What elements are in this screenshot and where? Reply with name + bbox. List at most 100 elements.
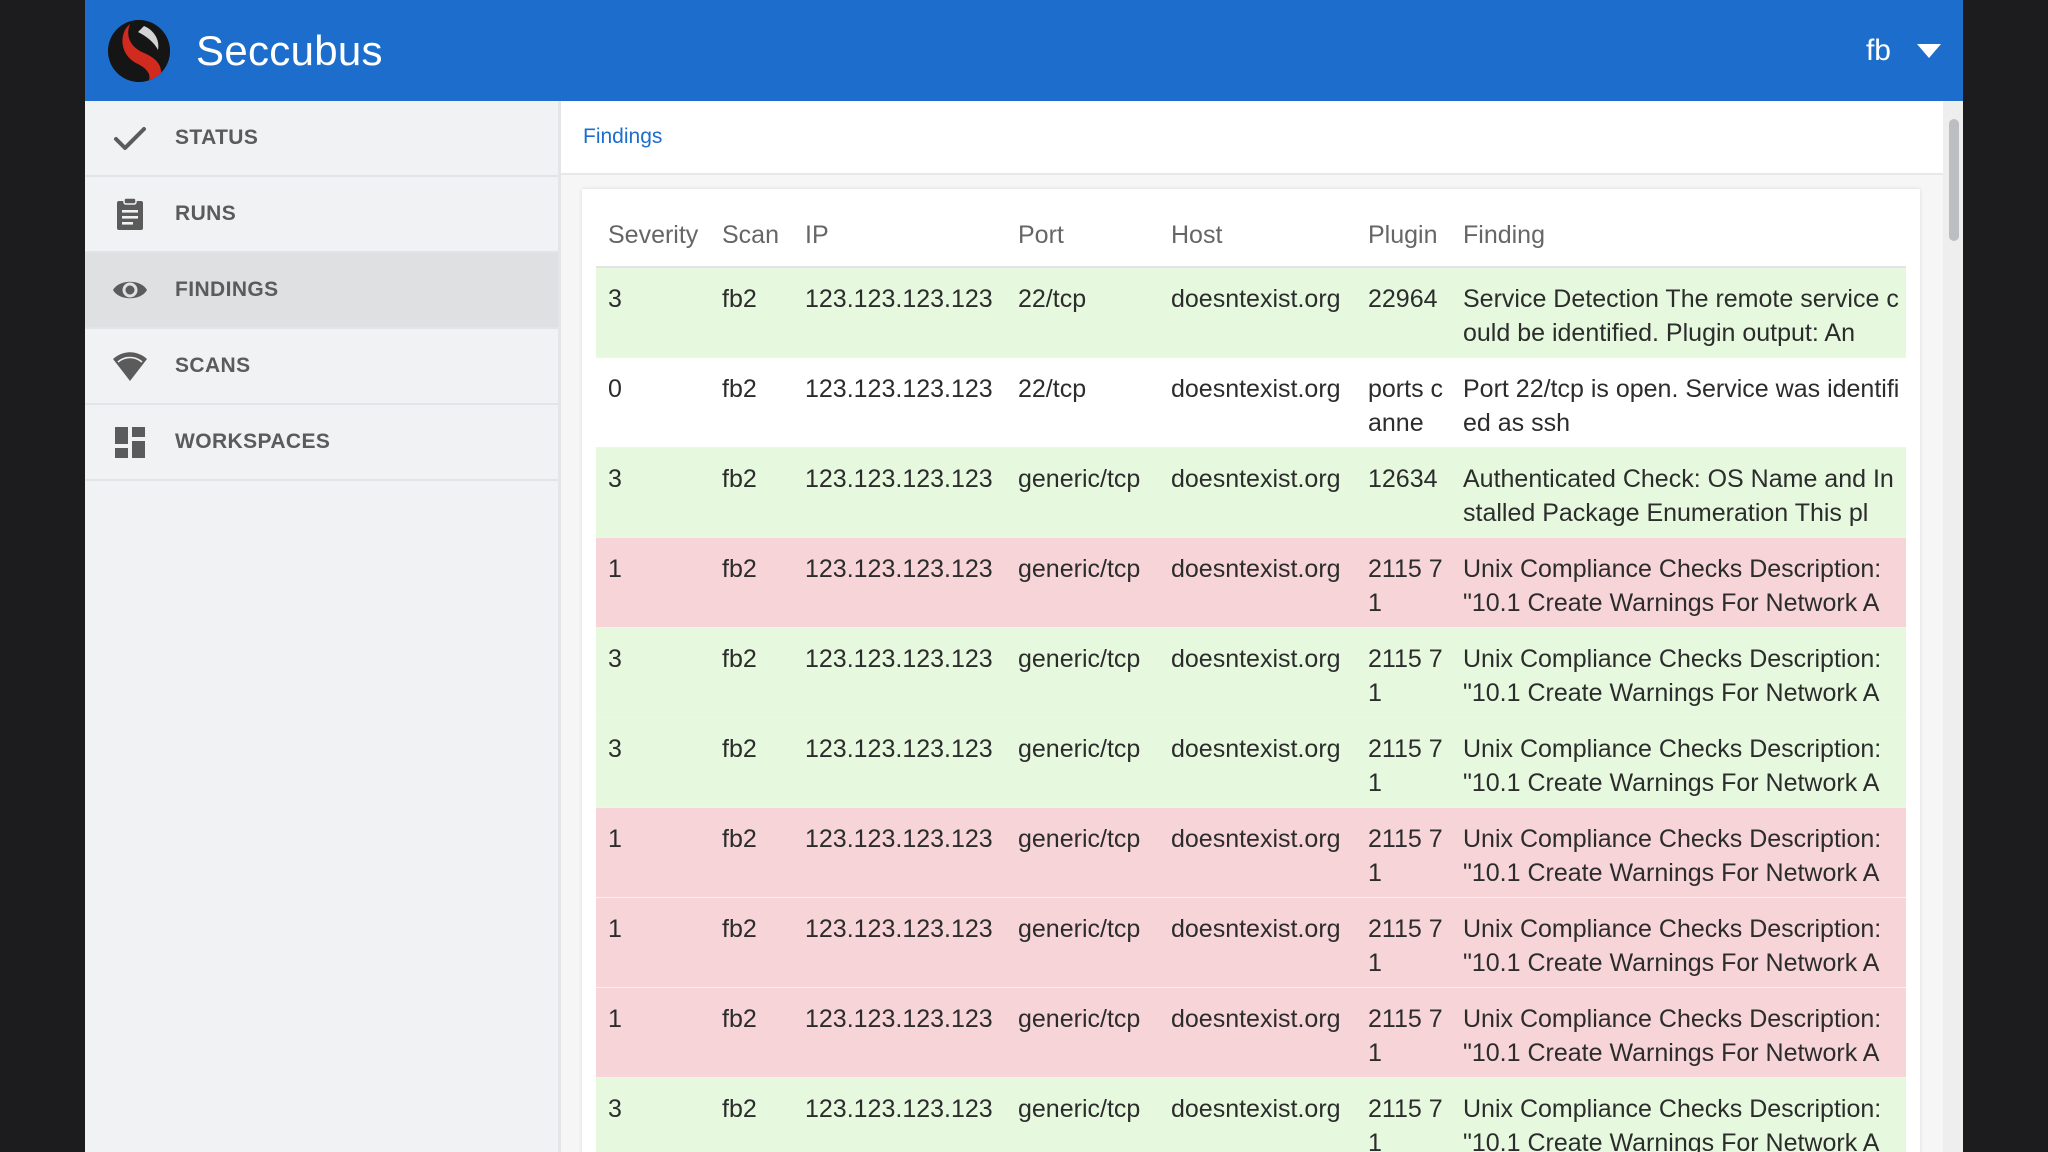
breadcrumb-findings-link[interactable]: Findings <box>583 125 663 148</box>
cell-ip: 123.123.123.123 <box>805 375 993 403</box>
sidebar-item-label: FINDINGS <box>175 278 279 301</box>
cell-plugin: 2115 7 1 <box>1368 825 1443 887</box>
cell-severity: 3 <box>608 285 622 313</box>
table-row[interactable]: 3 fb2 123.123.123.123 22/tcp doesntexist.org… <box>596 268 1906 357</box>
table-row[interactable]: 3 fb2 123.123.123.123 generic/tcp doesntexis… <box>596 627 1906 717</box>
cell-scan: fb2 <box>722 825 757 853</box>
cell-plugin: 22964 <box>1368 285 1438 313</box>
cell-ip: 123.123.123.123 <box>805 645 993 673</box>
table-row[interactable]: 3 fb2 123.123.123.123 generic/tcp doesntexis… <box>596 1077 1906 1152</box>
cell-finding: Unix Compliance Checks Description: "10.… <box>1463 1005 1882 1067</box>
cell-plugin: 2115 7 1 <box>1368 555 1443 617</box>
cell-ip: 123.123.123.123 <box>805 825 993 853</box>
cell-finding: Unix Compliance Checks Description: "10.… <box>1463 735 1882 797</box>
user-name: fb <box>1865 34 1891 67</box>
table-row[interactable]: 1 fb2 123.123.123.123 generic/tcp doesntexis… <box>596 897 1906 987</box>
sidebar-item-workspaces[interactable]: WORKSPACES <box>85 405 558 481</box>
scrollbar-thumb[interactable] <box>1949 119 1959 241</box>
header-ip[interactable]: IP <box>805 221 829 249</box>
cell-ip: 123.123.123.123 <box>805 1005 993 1033</box>
sidebar-item-scans[interactable]: SCANS <box>85 329 558 405</box>
table-row[interactable]: 0 fb2 123.123.123.123 22/tcp doesntexist.org… <box>596 357 1906 447</box>
sidebar: STATUS RUNS FINDINGS <box>85 101 561 1152</box>
cell-host: doesntexist.org <box>1171 465 1341 493</box>
cell-plugin: ports canne <box>1368 375 1444 437</box>
cell-severity: 1 <box>608 555 622 583</box>
dashboard-icon <box>115 427 145 458</box>
header-scan[interactable]: Scan <box>722 221 779 249</box>
sidebar-item-label: STATUS <box>175 126 259 149</box>
header-plugin[interactable]: Plugin <box>1368 221 1438 249</box>
cell-scan: fb2 <box>722 285 757 313</box>
header-severity[interactable]: Severity <box>608 221 699 249</box>
table-header-row: Severity Scan IP Port Host Plugin Findin… <box>596 199 1906 268</box>
sidebar-item-runs[interactable]: RUNS <box>85 177 558 253</box>
cell-scan: fb2 <box>722 915 757 943</box>
cell-severity: 3 <box>608 465 622 493</box>
cell-host: doesntexist.org <box>1171 1095 1341 1123</box>
cell-plugin: 2115 7 1 <box>1368 1005 1443 1067</box>
app-window: Seccubus fb STATUS RUNS <box>85 0 1963 1152</box>
wifi-icon <box>113 352 147 381</box>
cell-host: doesntexist.org <box>1171 375 1341 403</box>
cell-port: generic/tcp <box>1018 825 1141 853</box>
scrollbar[interactable] <box>1943 101 1963 1152</box>
eye-icon <box>113 281 147 299</box>
cell-ip: 123.123.123.123 <box>805 465 993 493</box>
cell-plugin: 2115 7 1 <box>1368 735 1443 797</box>
findings-card: Severity Scan IP Port Host Plugin Findin… <box>582 189 1920 1152</box>
cell-finding: Service Detection The remote service cou… <box>1463 285 1899 347</box>
cell-severity: 1 <box>608 915 622 943</box>
clipboard-icon <box>117 197 143 230</box>
user-menu[interactable]: fb <box>1866 28 1941 74</box>
cell-port: generic/tcp <box>1018 1095 1141 1123</box>
cell-finding: Unix Compliance Checks Description: "10.… <box>1463 915 1882 977</box>
app-title: Seccubus <box>196 27 383 74</box>
caret-down-icon <box>1917 44 1941 58</box>
cell-port: generic/tcp <box>1018 645 1141 673</box>
cell-plugin: 2115 7 1 <box>1368 915 1443 977</box>
cell-host: doesntexist.org <box>1171 825 1341 853</box>
seccubus-logo <box>108 20 170 82</box>
table-row[interactable]: 1 fb2 123.123.123.123 generic/tcp doesntexis… <box>596 987 1906 1077</box>
table-row[interactable]: 1 fb2 123.123.123.123 generic/tcp doesntexis… <box>596 807 1906 897</box>
header-host[interactable]: Host <box>1171 221 1223 249</box>
cell-severity: 3 <box>608 735 622 763</box>
top-app-bar: Seccubus fb <box>85 0 1963 101</box>
table-row[interactable]: 3 fb2 123.123.123.123 generic/tcp doesntexis… <box>596 717 1906 807</box>
sidebar-item-label: RUNS <box>175 202 237 225</box>
cell-port: generic/tcp <box>1018 735 1141 763</box>
cell-plugin: 12634 <box>1368 465 1438 493</box>
cell-severity: 1 <box>608 825 622 853</box>
header-port[interactable]: Port <box>1018 221 1064 249</box>
header-finding[interactable]: Finding <box>1463 221 1545 249</box>
cell-ip: 123.123.123.123 <box>805 285 993 313</box>
cell-port: generic/tcp <box>1018 915 1141 943</box>
cell-plugin: 2115 7 1 <box>1368 1095 1443 1152</box>
table-row[interactable]: 1 fb2 123.123.123.123 generic/tcp doesntexis… <box>596 537 1906 627</box>
table-row[interactable]: 3 fb2 123.123.123.123 generic/tcp doesntexis… <box>596 447 1906 537</box>
cell-scan: fb2 <box>722 1005 757 1033</box>
cell-ip: 123.123.123.123 <box>805 735 993 763</box>
cell-ip: 123.123.123.123 <box>805 915 993 943</box>
sidebar-item-findings[interactable]: FINDINGS <box>85 253 558 329</box>
cell-scan: fb2 <box>722 645 757 673</box>
cell-scan: fb2 <box>722 1095 757 1123</box>
findings-table: Severity Scan IP Port Host Plugin Findin… <box>596 199 1906 1152</box>
sidebar-item-status[interactable]: STATUS <box>85 101 558 177</box>
cell-scan: fb2 <box>722 465 757 493</box>
cell-scan: fb2 <box>722 735 757 763</box>
cell-scan: fb2 <box>722 555 757 583</box>
cell-ip: 123.123.123.123 <box>805 1095 993 1123</box>
table-body: 3 fb2 123.123.123.123 22/tcp doesntexist.org… <box>596 268 1906 1152</box>
cell-severity: 0 <box>608 375 622 403</box>
cell-finding: Unix Compliance Checks Description: "10.… <box>1463 555 1882 617</box>
cell-finding: Authenticated Check: OS Name and Install… <box>1463 465 1894 527</box>
cell-scan: fb2 <box>722 375 757 403</box>
sidebar-item-label: WORKSPACES <box>175 430 331 453</box>
cell-host: doesntexist.org <box>1171 915 1341 943</box>
cell-plugin: 2115 7 1 <box>1368 645 1443 707</box>
cell-severity: 3 <box>608 1095 622 1123</box>
breadcrumb: Findings <box>561 101 1943 175</box>
cell-host: doesntexist.org <box>1171 645 1341 673</box>
